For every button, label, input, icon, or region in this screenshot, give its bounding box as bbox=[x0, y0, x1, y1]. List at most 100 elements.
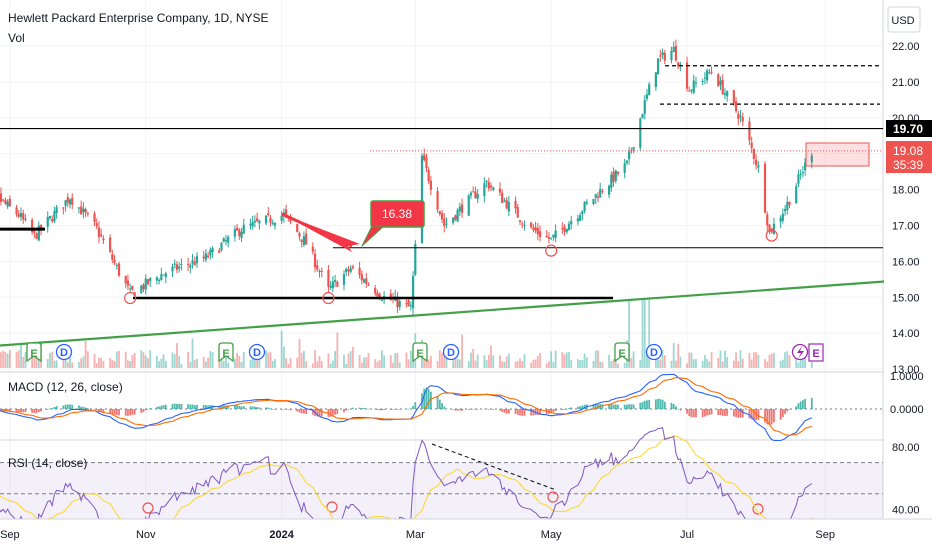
candle-body bbox=[663, 53, 666, 61]
macd-histogram-bar bbox=[659, 399, 662, 409]
volume-bar bbox=[565, 352, 568, 368]
macd-histogram-bar bbox=[285, 409, 287, 410]
candle-body bbox=[258, 220, 261, 224]
candle-body bbox=[763, 163, 767, 213]
volume-bar bbox=[648, 299, 651, 368]
macd-histogram-bar bbox=[343, 409, 345, 413]
currency-label: USD bbox=[891, 15, 914, 27]
macd-histogram-bar bbox=[378, 409, 381, 411]
price-tick: 13.00 bbox=[892, 364, 920, 376]
last-price-badge bbox=[886, 141, 932, 173]
volume-bar bbox=[748, 352, 751, 368]
macd-histogram-bar bbox=[383, 409, 386, 410]
macd-histogram-bar bbox=[318, 409, 321, 417]
macd-histogram-bar bbox=[300, 409, 303, 414]
volume-bar bbox=[100, 357, 103, 368]
macd-histogram-bar bbox=[570, 407, 573, 409]
candle-body bbox=[407, 300, 410, 307]
macd-histogram-bar bbox=[407, 408, 410, 410]
candle-body bbox=[710, 71, 713, 73]
macd-histogram-bar bbox=[679, 409, 682, 411]
volume-bar bbox=[193, 360, 196, 368]
macd-histogram-bar bbox=[750, 409, 753, 420]
candle-body bbox=[298, 233, 301, 237]
candle-body bbox=[801, 172, 804, 174]
candle-body bbox=[240, 231, 243, 238]
candle-body bbox=[679, 64, 682, 66]
candle-body bbox=[469, 192, 473, 196]
candle-body bbox=[501, 192, 504, 204]
macd-histogram-bar bbox=[470, 409, 472, 410]
horizontal-levels bbox=[0, 65, 883, 300]
candle-body bbox=[507, 201, 510, 212]
volume-bar bbox=[238, 355, 241, 368]
volume-bar bbox=[474, 360, 477, 368]
macd-histogram-bar bbox=[550, 409, 553, 413]
candle-body bbox=[35, 233, 38, 239]
volume-bar bbox=[755, 352, 758, 368]
candle-body bbox=[227, 236, 230, 243]
rsi-circle bbox=[142, 502, 154, 514]
macd-histogram-bar bbox=[336, 409, 339, 415]
volume-bar bbox=[445, 357, 448, 368]
candle-body bbox=[378, 294, 381, 299]
macd-histogram-bar bbox=[563, 409, 566, 410]
volume-bar bbox=[296, 357, 299, 368]
volume-bar bbox=[663, 355, 666, 368]
macd-histogram-bar bbox=[648, 399, 651, 409]
volume-bar bbox=[202, 356, 205, 368]
candle-body bbox=[810, 155, 813, 163]
candle-body bbox=[703, 77, 706, 79]
macd-histogram-bar bbox=[643, 400, 646, 409]
callout-label: 16.38 bbox=[382, 207, 412, 221]
volume-bar bbox=[436, 361, 439, 368]
macd-histogram-bar bbox=[474, 409, 477, 410]
macd-histogram-bar bbox=[608, 404, 610, 409]
volume-bar bbox=[133, 352, 136, 368]
macd-histogram-bar bbox=[22, 409, 25, 413]
macd-histogram-bar bbox=[316, 409, 319, 417]
candle-body bbox=[158, 279, 161, 281]
volume-bar bbox=[532, 359, 535, 368]
volume-bar bbox=[367, 352, 370, 368]
candle-body bbox=[374, 288, 377, 294]
candle-body bbox=[532, 227, 535, 230]
macd-histogram-bar bbox=[414, 402, 417, 409]
macd-histogram-bar bbox=[280, 409, 283, 410]
macd-histogram-bar bbox=[334, 409, 336, 415]
macd-histogram-bar bbox=[142, 409, 145, 412]
volume-bar bbox=[8, 350, 11, 368]
volume-bar bbox=[601, 362, 604, 368]
macd-histogram-bar bbox=[173, 403, 176, 409]
macd-histogram-bar bbox=[69, 404, 71, 409]
candle-body bbox=[599, 188, 602, 198]
macd-histogram-bar bbox=[409, 408, 412, 410]
volume-bar bbox=[577, 359, 579, 368]
candle-body bbox=[748, 121, 751, 141]
macd-histogram-bar bbox=[251, 406, 254, 409]
volume-bar bbox=[392, 362, 394, 368]
candle-body bbox=[536, 227, 539, 235]
volume-bar bbox=[93, 353, 96, 368]
macd-pane bbox=[0, 373, 883, 442]
macd-histogram-bar bbox=[176, 403, 178, 409]
macd-histogram-bar bbox=[429, 391, 432, 409]
candle-body bbox=[503, 200, 506, 202]
candle-body bbox=[55, 207, 58, 213]
volume-bar bbox=[797, 362, 800, 368]
candle-body bbox=[267, 213, 270, 215]
candle-body bbox=[717, 74, 720, 87]
volume-bar bbox=[407, 359, 410, 368]
price-tick: 15.00 bbox=[892, 292, 920, 304]
volume-bar bbox=[675, 360, 677, 368]
volume-bar bbox=[227, 362, 230, 368]
candle-body bbox=[349, 268, 352, 272]
candle-body bbox=[628, 151, 631, 160]
macd-histogram-bar bbox=[171, 404, 174, 409]
volume-bar bbox=[144, 355, 147, 368]
candle-body bbox=[93, 213, 96, 222]
macd-histogram-bar bbox=[583, 404, 586, 409]
volume-bar bbox=[438, 350, 441, 368]
volume-bar bbox=[287, 363, 290, 368]
